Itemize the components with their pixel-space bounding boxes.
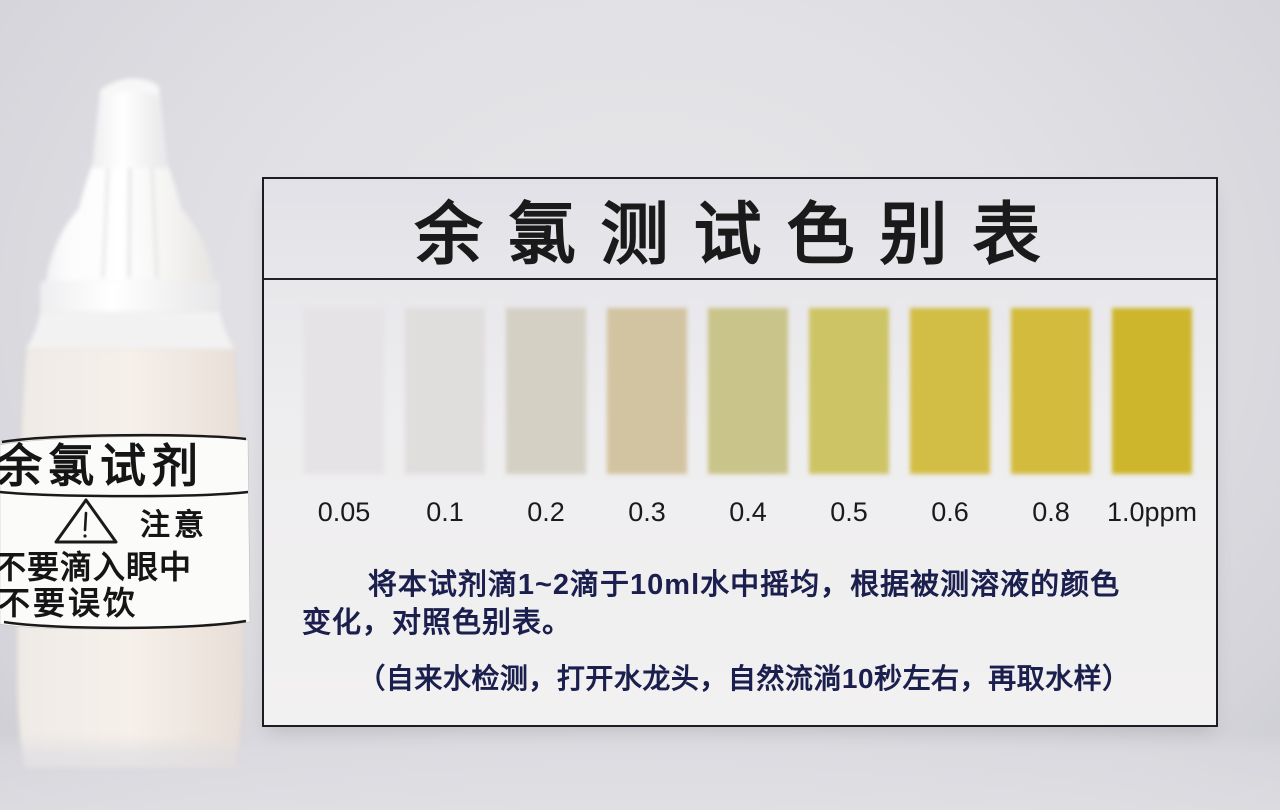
svg-text:余氯试剂: 余氯试剂 <box>0 440 204 492</box>
svg-text:注意: 注意 <box>140 508 208 542</box>
svg-text:不要误饮: 不要误饮 <box>0 585 138 621</box>
svg-text:不要滴入眼中: 不要滴入眼中 <box>0 549 192 585</box>
